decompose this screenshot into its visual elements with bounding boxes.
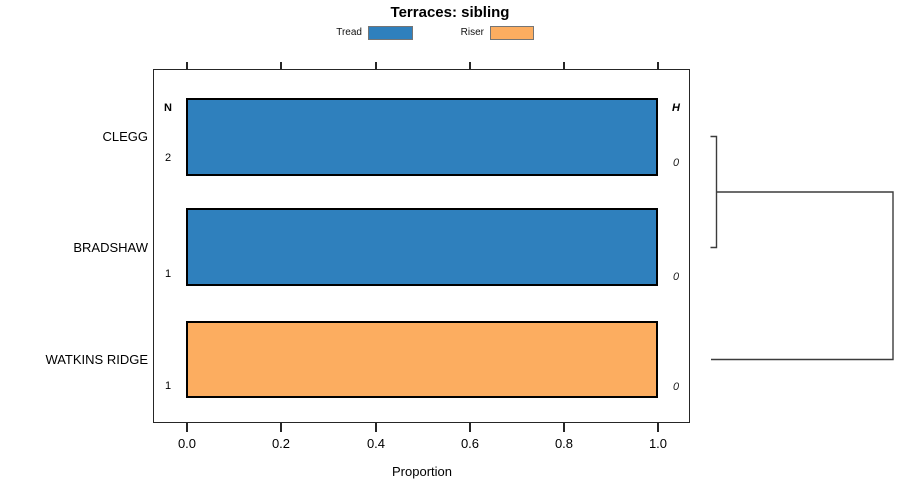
top-tick-5 — [657, 62, 659, 69]
h-column-header: H — [672, 102, 680, 114]
bar-bradshaw — [186, 208, 658, 286]
top-tick-2 — [375, 62, 377, 69]
bottom-tick-2 — [375, 423, 377, 432]
h-value-bradshaw: 0 — [672, 271, 680, 283]
n-value-bradshaw: 1 — [164, 268, 172, 280]
legend-swatch-riser — [490, 26, 534, 40]
legend-label-riser: Riser — [460, 27, 484, 38]
h-value-clegg: 0 — [672, 157, 680, 169]
legend-label-tread: Tread — [336, 27, 362, 38]
n-value-clegg: 2 — [164, 152, 172, 164]
top-tick-1 — [280, 62, 282, 69]
row-label-clegg: CLEGG — [102, 129, 148, 144]
row-label-bradshaw: BRADSHAW — [73, 240, 148, 255]
x-tick-label-5: 1.0 — [648, 436, 668, 451]
x-axis-title: Proportion — [392, 464, 452, 479]
bottom-tick-3 — [469, 423, 471, 432]
dendrogram-branch-clegg-bradshaw — [710, 135, 718, 249]
plot-frame — [153, 69, 690, 423]
dendrogram-branch-root — [711, 191, 894, 361]
bottom-tick-1 — [280, 423, 282, 432]
n-column-header: N — [164, 102, 172, 114]
top-tick-0 — [186, 62, 188, 69]
x-tick-label-4: 0.8 — [554, 436, 574, 451]
x-tick-label-1: 0.2 — [271, 436, 291, 451]
chart-title: Terraces: sibling — [390, 4, 510, 21]
x-tick-label-0: 0.0 — [177, 436, 197, 451]
x-tick-label-2: 0.4 — [366, 436, 386, 451]
legend-swatch-tread — [368, 26, 413, 40]
x-tick-label-3: 0.6 — [460, 436, 480, 451]
row-label-watkins-ridge: WATKINS RIDGE — [45, 352, 148, 367]
n-value-watkins-ridge: 1 — [164, 380, 172, 392]
top-tick-3 — [469, 62, 471, 69]
bottom-tick-4 — [563, 423, 565, 432]
bottom-tick-5 — [657, 423, 659, 432]
bar-watkins-ridge — [186, 321, 658, 398]
h-value-watkins-ridge: 0 — [672, 381, 680, 393]
bottom-tick-0 — [186, 423, 188, 432]
top-tick-4 — [563, 62, 565, 69]
bar-clegg — [186, 98, 658, 176]
